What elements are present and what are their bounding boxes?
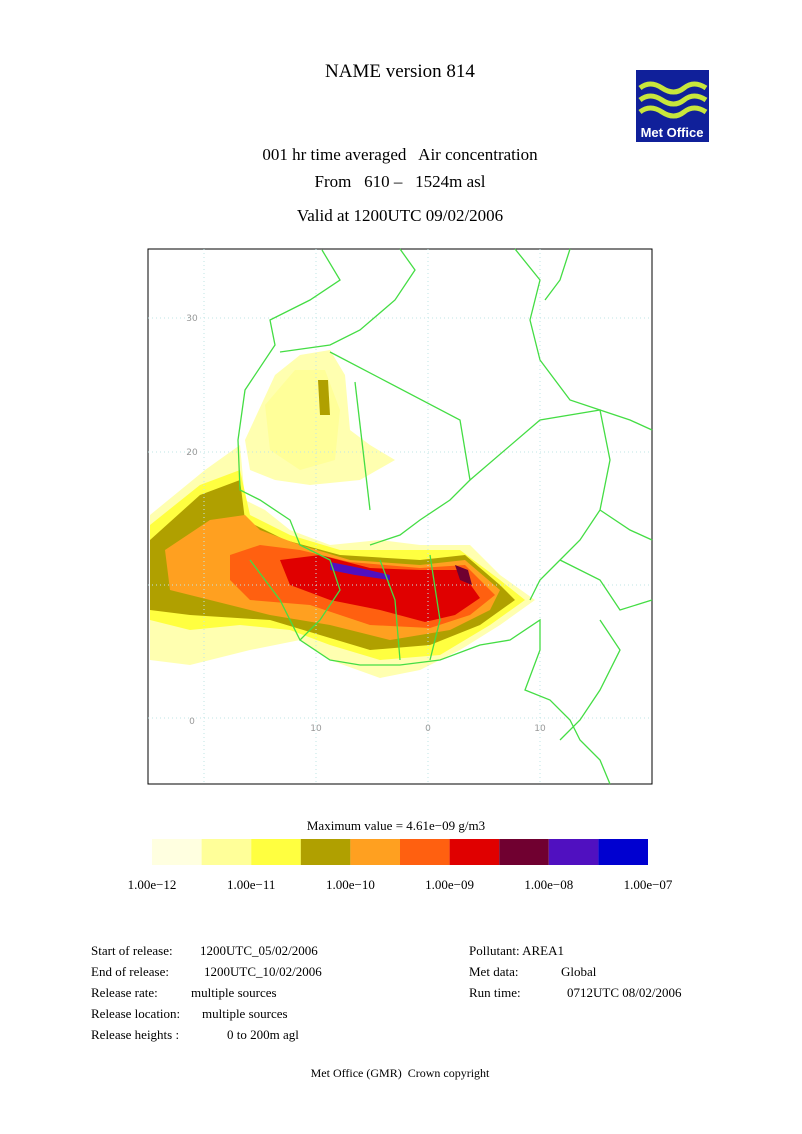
color-swatch <box>300 839 351 865</box>
grid <box>148 249 652 784</box>
colorbar: 1.00e−12 1.00e−11 1.00e−10 1.00e−09 1.00e−08… <box>128 839 673 892</box>
height-range: From 610 – 1524m asl <box>315 172 486 191</box>
color-swatch <box>350 839 400 865</box>
colorbar-label: 1.00e−09 <box>425 877 474 892</box>
coastlines <box>237 248 653 785</box>
lat-label: 30 <box>186 314 198 324</box>
plume <box>150 350 535 678</box>
max-value: Maximum value = 4.61e−09 g/m3 <box>307 818 485 833</box>
info-value: Global <box>561 964 597 979</box>
color-swatch <box>152 839 202 865</box>
info-value: 0 to 200m agl <box>227 1027 299 1042</box>
info-value: 1200UTC_05/02/2006 <box>200 943 318 958</box>
color-swatch <box>499 839 549 865</box>
colorbar-label: 1.00e−08 <box>524 877 573 892</box>
release-info: Start of release: 1200UTC_05/02/2006 End o… <box>91 943 682 1042</box>
logo: Met Office <box>636 70 709 142</box>
info-label: Start of release: <box>91 943 173 958</box>
lon-label: 0 <box>425 724 431 734</box>
colorbar-label: 1.00e−07 <box>624 877 673 892</box>
color-swatch <box>598 839 648 865</box>
color-swatch <box>251 839 301 865</box>
lon-label: 10 <box>534 724 546 734</box>
lon-label: 10 <box>310 724 322 734</box>
info-value: 1200UTC_10/02/2006 <box>204 964 322 979</box>
colorbar-label: 1.00e−10 <box>326 877 375 892</box>
info-label: Release rate: <box>91 985 158 1000</box>
info-label: Release heights : <box>91 1027 179 1042</box>
info-value: multiple sources <box>191 985 277 1000</box>
info-label: Run time: <box>469 985 521 1000</box>
colorbar-label: 1.00e−11 <box>227 877 275 892</box>
color-swatch <box>548 839 599 865</box>
info-value: 0712UTC 08/02/2006 <box>567 985 682 1000</box>
subtitle: 001 hr time averaged Air concentration <box>262 145 538 164</box>
color-swatch <box>400 839 450 865</box>
footer: Met Office (GMR) Crown copyright <box>311 1066 490 1080</box>
colorbar-label: 1.00e−12 <box>128 877 177 892</box>
logo-text: Met Office <box>641 125 704 140</box>
info-label: Release location: <box>91 1006 180 1021</box>
color-swatch <box>449 839 500 865</box>
lat-label: 0 <box>189 717 195 727</box>
valid-time: Valid at 1200UTC 09/02/2006 <box>297 206 503 225</box>
color-swatch <box>201 839 252 865</box>
info-label: End of release: <box>91 964 169 979</box>
title: NAME version 814 <box>325 61 475 82</box>
info-label: Pollutant: AREA1 <box>469 943 564 958</box>
map: 30 20 0 10 0 10 <box>147 248 653 785</box>
info-value: multiple sources <box>202 1006 288 1021</box>
lat-label: 20 <box>186 448 198 458</box>
info-label: Met data: <box>469 964 518 979</box>
